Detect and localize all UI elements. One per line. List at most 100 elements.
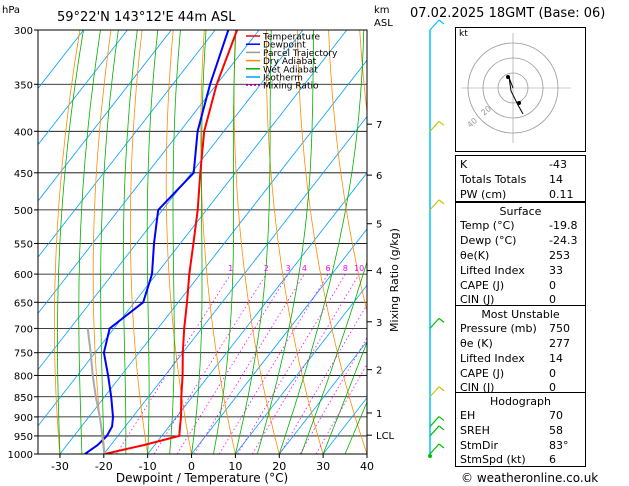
sounding-curves [84,30,239,454]
mu-key: Pressure (mb) [460,322,537,335]
mu-value: 750 [549,322,570,335]
mixing-ratio-line [116,273,232,454]
x-axis-title: Dewpoint / Temperature (°C) [116,471,288,485]
plot-frame [37,29,368,455]
hodo-key: EH [460,409,476,422]
wet-adiabat-line [122,30,138,454]
wind-barb-icon [438,425,445,431]
height-tick-label: 6 [376,171,382,182]
mu-key: CIN (J) [460,381,495,394]
most-unstable-title: Most Unstable [481,308,560,321]
indices-table: K -43 Totals Totals 14 PW (cm) 0.11 [455,155,586,202]
isotherm-line [38,30,128,146]
pressure-tick-label: 550 [14,239,33,250]
dry-adiabat-line [328,30,367,313]
dry-adiabat-line [265,30,324,454]
isotherm-line [38,30,348,427]
wet-adiabat-line [278,30,365,454]
surface-key: Temp (°C) [460,219,515,232]
asl-unit-label: ASL [374,18,393,29]
mu-row: Lifted Index 14 [456,351,585,366]
temperature-tick-label: 0 [188,460,195,473]
hodo-key: SREH [460,424,490,437]
wind-barb-icon [429,416,440,427]
pressure-tick-label: 450 [14,169,33,180]
temperature-tick-label: -10 [139,460,157,473]
pressure-tick-label: 1000 [8,450,33,461]
pressure-tick-label: 950 [14,432,33,443]
temperature-tick-label: 40 [360,460,374,473]
hodo-row: StmDir 83° [456,438,585,453]
wind-barb-icon [438,386,445,392]
temperature-tick-label: -30 [51,460,69,473]
wet-adiabat-line [100,30,119,454]
series-temperature [104,30,239,454]
surface-row: Temp (°C) -19.8 [456,218,585,233]
mixing-ratio-line [237,273,346,454]
mu-key: CAPE (J) [460,367,505,380]
hodograph-trace [508,76,524,115]
mu-row: Pressure (mb) 750 [456,321,585,336]
wet-adiabat-line [322,341,367,454]
index-key: K [460,158,468,171]
height-tick-label: 3 [376,318,382,329]
height-tick-label: LCL [376,431,395,442]
hodo-key: StmSpd (kt) [460,453,526,466]
mixing-ratio-axis-title: Mixing Ratio (g/kg) [388,228,401,332]
index-row-tt: Totals Totals 14 [456,172,585,187]
dry-adiabat-line [359,30,367,115]
credit-label: © weatheronline.co.uk [461,471,599,485]
hodo-key: StmDir [460,439,499,452]
wet-adiabat-line [256,30,314,454]
datetime-label: 07.02.2025 18GMT (Base: 06) [410,6,606,21]
dry-adiabat-line [297,30,367,454]
height-tick-label: 5 [376,220,382,231]
pressure-tick-label: 800 [14,371,33,382]
wet-adiabat-line [344,401,367,454]
wind-barb-icon [429,19,440,31]
wet-adiabat-line [169,30,181,454]
surface-value: 0 [549,293,556,306]
surface-value: -24.3 [549,234,578,247]
wind-profile [428,19,445,458]
mixing-ratio-labels: 1 2 3 4 6 8 10 [228,264,364,273]
surface-value: 253 [549,249,570,262]
mixing-ratio-line [153,273,267,454]
index-key: PW (cm) [460,188,507,201]
pressure-tick-label: 600 [14,270,33,281]
legend-label: Dry Adiabat [263,57,317,67]
hodo-row: StmSpd (kt) 6 [456,452,585,467]
isotherm-line [191,228,367,454]
mu-key: θe (K) [460,337,493,350]
legend-label: Wet Adiabat [263,65,318,75]
isotherm-line [38,30,172,202]
wind-barb-icon [438,443,445,449]
surface-key: CAPE (J) [460,279,505,292]
wet-adiabat-line [213,30,237,454]
surface-value: -19.8 [549,219,578,232]
hodograph-point-2 [517,101,521,105]
dry-adiabat-line [130,30,149,454]
mu-value: 277 [549,337,570,350]
wind-barb-icon [438,317,445,323]
height-tick-label: 2 [376,366,382,377]
isotherm-line [38,30,304,371]
pressure-tick-label: 750 [14,349,33,360]
location-title: 59°22'N 143°12'E 44m ASL [57,10,236,25]
pressure-unit-label: hPa [2,5,20,16]
surface-key: Lifted Index [460,264,525,277]
wind-barb-icon [429,317,440,329]
pressure-tick-label: 300 [14,26,33,37]
temperature-tick-label: 10 [228,460,242,473]
pressure-tick-label: 850 [14,393,33,404]
wind-barb-icon [438,416,445,422]
hodo-value: 83° [549,439,569,452]
dry-adiabat-line [54,30,81,454]
hodograph-point-1 [506,75,510,79]
temperature-axis: -30 -20 -10 0 10 20 30 40 [51,454,374,473]
series-dewpoint [84,30,230,454]
dry-adiabat-line [608,30,629,454]
height-tick-label: 1 [376,409,382,420]
mixing-ratio-label: 2 [264,264,269,273]
wet-adiabat-line [146,30,159,454]
